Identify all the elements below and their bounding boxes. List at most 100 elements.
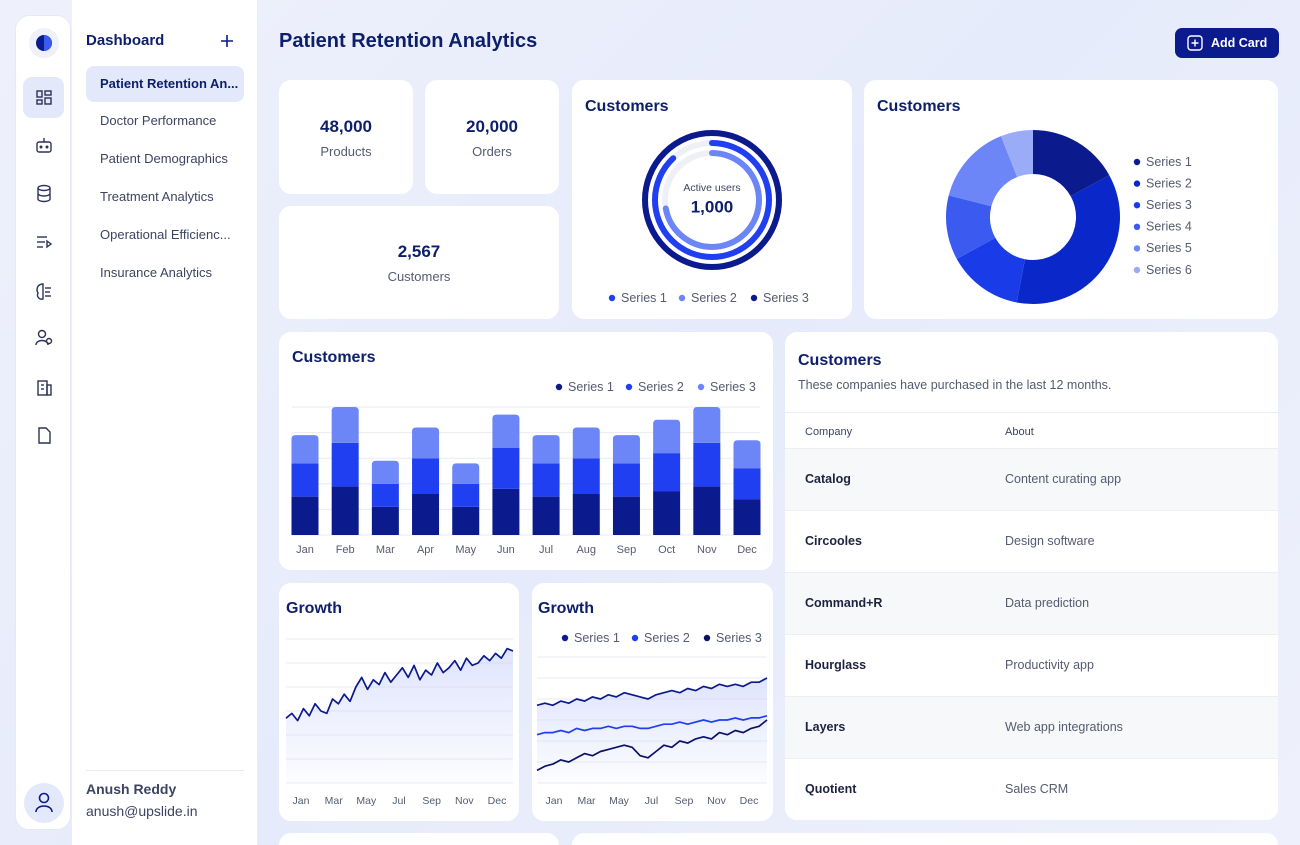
- legend-marker: [1133, 266, 1141, 274]
- company-cell: Command+R: [805, 596, 883, 610]
- building-icon[interactable]: [37, 380, 52, 396]
- about-cell: Content curating app: [1005, 472, 1122, 486]
- area: [537, 678, 767, 783]
- legend-marker: [625, 383, 633, 391]
- table-row: Catalog Content curating app: [785, 449, 1278, 511]
- legend-label: Series 1: [568, 380, 614, 394]
- nav-item[interactable]: Operational Efficienc...: [100, 227, 231, 242]
- user-email: anush@upslide.in: [86, 803, 198, 819]
- legend-label: Series 5: [1146, 241, 1192, 255]
- x-tick-label: Apr: [417, 544, 434, 556]
- dashboard-icon[interactable]: [36, 90, 52, 105]
- x-tick-label: Jul: [392, 795, 405, 807]
- card-title: Customers: [292, 349, 376, 366]
- bar-segment: [492, 447, 520, 489]
- file-icon[interactable]: [38, 427, 51, 444]
- donut-card: Customers Series 1 Series 2 Series 3 Series…: [864, 80, 1278, 319]
- nav-item[interactable]: Insurance Analytics: [100, 265, 213, 280]
- card: [279, 833, 559, 845]
- area: [286, 648, 513, 783]
- x-tick-label: Jun: [497, 544, 515, 556]
- bar-segment: [653, 491, 681, 535]
- bar-segment: [331, 442, 359, 487]
- legend-label: Series 1: [574, 631, 620, 645]
- legend-marker: [1133, 180, 1141, 187]
- bar-segment: [733, 499, 761, 535]
- x-tick-label: Feb: [336, 544, 355, 556]
- company-cell: Layers: [805, 720, 846, 734]
- table-row: Layers Web app integrations: [785, 697, 1278, 759]
- button-icon: [1187, 35, 1203, 51]
- about-cell: Data prediction: [1005, 596, 1090, 610]
- bar-segment: [291, 496, 319, 535]
- nav-item[interactable]: Doctor Performance: [100, 113, 217, 128]
- about-cell: Design software: [1005, 534, 1095, 548]
- brain-icon[interactable]: [36, 283, 51, 300]
- stat-card: 20,000 Orders: [425, 80, 559, 194]
- company-cell: Hourglass: [805, 658, 867, 672]
- legend-marker: [697, 383, 705, 391]
- rail-icons: [23, 28, 64, 823]
- nav-panel: Dashboard Patient Retention An... Doctor…: [72, 0, 258, 845]
- bar-segment: [653, 453, 681, 492]
- donut-slice: [1033, 130, 1110, 197]
- stat-card: 48,000 Products: [279, 80, 413, 194]
- legend-label: Series 6: [1146, 263, 1192, 277]
- table-card: Customers These companies have purchased…: [785, 332, 1278, 820]
- legend-label: Series 3: [716, 631, 762, 645]
- bot-icon[interactable]: [36, 138, 52, 153]
- legend-marker: [1133, 245, 1141, 252]
- x-tick-label: Jan: [546, 795, 563, 807]
- icon-rail: [15, 15, 71, 830]
- x-tick-label: Nov: [707, 795, 726, 807]
- card-title: Growth: [538, 600, 594, 617]
- donut-slice: [1000, 130, 1033, 178]
- page-title: Patient Retention Analytics: [279, 30, 538, 52]
- bar-segment: [612, 496, 640, 535]
- nav-item[interactable]: Patient Retention An...: [86, 66, 244, 102]
- nav-item[interactable]: Patient Demographics: [100, 151, 228, 166]
- nav-item[interactable]: Treatment Analytics: [100, 189, 214, 204]
- bar-segment: [693, 486, 721, 535]
- column-header: Company: [805, 426, 853, 438]
- legend-label: Series 4: [1146, 220, 1192, 234]
- add-card-button[interactable]: Add Card: [1175, 28, 1279, 58]
- bar-segment: [492, 414, 520, 448]
- stat-label: Products: [320, 144, 372, 159]
- legend-marker: [631, 634, 639, 642]
- stat-value: 2,567: [397, 242, 441, 261]
- table-row: Command+R Data prediction: [785, 573, 1278, 635]
- ring: [642, 130, 782, 270]
- card-title: Customers: [877, 98, 961, 115]
- company-cell: Quotient: [805, 782, 857, 796]
- ring: [662, 150, 762, 250]
- avatar-icon: [35, 792, 53, 813]
- line-card: Growth Jan Mar May Jul Sep Nov Dec: [279, 583, 519, 821]
- users-icon[interactable]: [35, 329, 53, 346]
- bar-segment: [532, 435, 560, 464]
- bar-segment: [331, 407, 359, 443]
- legend-label: Series 1: [1146, 155, 1192, 169]
- x-tick-label: Nov: [697, 544, 717, 556]
- list-icon[interactable]: [37, 236, 53, 249]
- about-cell: Sales CRM: [1005, 782, 1069, 796]
- donut-slice: [956, 237, 1025, 303]
- x-tick-label: May: [609, 795, 630, 807]
- bar-segment: [371, 483, 399, 507]
- user-name: Anush Reddy: [86, 781, 177, 797]
- about-cell: Productivity app: [1005, 658, 1094, 672]
- card-subtitle: These companies have purchased in the la…: [798, 378, 1112, 392]
- legend-marker: [1133, 158, 1141, 166]
- stat-value: 20,000: [466, 117, 518, 136]
- x-tick-label: Oct: [658, 544, 675, 556]
- x-tick-label: Mar: [325, 795, 344, 807]
- bar-segment: [572, 458, 600, 495]
- line: [536, 719, 768, 772]
- bar-segment: [532, 463, 560, 497]
- card: [572, 833, 1278, 845]
- add-nav-button[interactable]: [220, 34, 234, 48]
- x-tick-label: Jul: [539, 544, 553, 556]
- bar-segment: [733, 468, 761, 500]
- x-tick-label: Dec: [737, 544, 757, 556]
- database-icon[interactable]: [37, 184, 51, 203]
